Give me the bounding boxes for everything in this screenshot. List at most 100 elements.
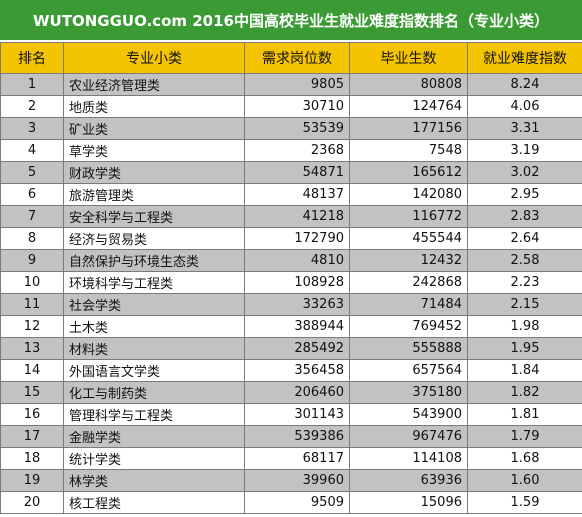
graduates-cell: 555888 [349, 337, 468, 360]
demand-cell: 48137 [244, 183, 350, 206]
table-row: 20 核工程类 9509 15096 1.59 [0, 491, 582, 514]
header-demand: 需求岗位数 [244, 42, 350, 74]
rank-cell: 19 [0, 469, 64, 492]
demand-cell: 30710 [244, 95, 350, 118]
major-cell: 林学类 [63, 469, 245, 492]
table-row: 15 化工与制药类 206460 375180 1.82 [0, 381, 582, 404]
index-cell: 1.81 [467, 403, 582, 426]
major-cell: 自然保护与环境生态类 [63, 249, 245, 272]
graduates-cell: 15096 [349, 491, 468, 514]
table-row: 7 安全科学与工程类 41218 116772 2.83 [0, 205, 582, 228]
header-major: 专业小类 [63, 42, 245, 74]
table-row: 6 旅游管理类 48137 142080 2.95 [0, 183, 582, 206]
graduates-cell: 543900 [349, 403, 468, 426]
demand-cell: 9805 [244, 73, 350, 96]
index-cell: 2.64 [467, 227, 582, 250]
rank-cell: 10 [0, 271, 64, 294]
major-cell: 管理科学与工程类 [63, 403, 245, 426]
index-cell: 1.95 [467, 337, 582, 360]
graduates-cell: 124764 [349, 95, 468, 118]
graduates-cell: 116772 [349, 205, 468, 228]
rank-cell: 15 [0, 381, 64, 404]
graduates-cell: 71484 [349, 293, 468, 316]
table-row: 18 统计学类 68117 114108 1.68 [0, 447, 582, 470]
demand-cell: 301143 [244, 403, 350, 426]
major-cell: 核工程类 [63, 491, 245, 514]
table-row: 10 环境科学与工程类 108928 242868 2.23 [0, 271, 582, 294]
demand-cell: 53539 [244, 117, 350, 140]
demand-cell: 39960 [244, 469, 350, 492]
graduates-cell: 63936 [349, 469, 468, 492]
graduates-cell: 165612 [349, 161, 468, 184]
graduates-cell: 142080 [349, 183, 468, 206]
index-cell: 2.95 [467, 183, 582, 206]
rank-cell: 17 [0, 425, 64, 448]
rank-cell: 14 [0, 359, 64, 382]
ranking-table: 排名 专业小类 需求岗位数 毕业生数 就业难度指数 1 农业经济管理类 9805 80… [0, 42, 582, 514]
major-cell: 安全科学与工程类 [63, 205, 245, 228]
rank-cell: 1 [0, 73, 64, 96]
graduates-cell: 114108 [349, 447, 468, 470]
demand-cell: 172790 [244, 227, 350, 250]
demand-cell: 539386 [244, 425, 350, 448]
index-cell: 1.59 [467, 491, 582, 514]
table-row: 8 经济与贸易类 172790 455544 2.64 [0, 227, 582, 250]
rank-cell: 9 [0, 249, 64, 272]
table-row: 19 林学类 39960 63936 1.60 [0, 469, 582, 492]
table-row: 12 土木类 388944 769452 1.98 [0, 315, 582, 338]
major-cell: 材料类 [63, 337, 245, 360]
table-row: 11 社会学类 33263 71484 2.15 [0, 293, 582, 316]
rank-cell: 2 [0, 95, 64, 118]
header-graduates: 毕业生数 [349, 42, 468, 74]
table-row: 3 矿业类 53539 177156 3.31 [0, 117, 582, 140]
rank-cell: 12 [0, 315, 64, 338]
index-cell: 2.58 [467, 249, 582, 272]
graduates-cell: 177156 [349, 117, 468, 140]
graduates-cell: 12432 [349, 249, 468, 272]
graduates-cell: 80808 [349, 73, 468, 96]
rank-cell: 4 [0, 139, 64, 162]
demand-cell: 33263 [244, 293, 350, 316]
index-cell: 1.79 [467, 425, 582, 448]
page-title: WUTONGGUO.com 2016中国高校毕业生就业难度指数排名（专业小类） [0, 0, 582, 42]
index-cell: 8.24 [467, 73, 582, 96]
index-cell: 3.02 [467, 161, 582, 184]
demand-cell: 206460 [244, 381, 350, 404]
graduates-cell: 769452 [349, 315, 468, 338]
demand-cell: 41218 [244, 205, 350, 228]
demand-cell: 54871 [244, 161, 350, 184]
major-cell: 财政学类 [63, 161, 245, 184]
demand-cell: 356458 [244, 359, 350, 382]
major-cell: 经济与贸易类 [63, 227, 245, 250]
demand-cell: 2368 [244, 139, 350, 162]
demand-cell: 9509 [244, 491, 350, 514]
major-cell: 社会学类 [63, 293, 245, 316]
major-cell: 统计学类 [63, 447, 245, 470]
index-cell: 3.31 [467, 117, 582, 140]
graduates-cell: 7548 [349, 139, 468, 162]
graduates-cell: 375180 [349, 381, 468, 404]
rank-cell: 13 [0, 337, 64, 360]
major-cell: 农业经济管理类 [63, 73, 245, 96]
rank-cell: 3 [0, 117, 64, 140]
rank-cell: 16 [0, 403, 64, 426]
major-cell: 地质类 [63, 95, 245, 118]
demand-cell: 4810 [244, 249, 350, 272]
major-cell: 矿业类 [63, 117, 245, 140]
header-index: 就业难度指数 [467, 42, 582, 74]
graduates-cell: 242868 [349, 271, 468, 294]
index-cell: 3.19 [467, 139, 582, 162]
index-cell: 2.15 [467, 293, 582, 316]
major-cell: 旅游管理类 [63, 183, 245, 206]
table-row: 9 自然保护与环境生态类 4810 12432 2.58 [0, 249, 582, 272]
graduates-cell: 455544 [349, 227, 468, 250]
rank-cell: 8 [0, 227, 64, 250]
table-row: 13 材料类 285492 555888 1.95 [0, 337, 582, 360]
demand-cell: 68117 [244, 447, 350, 470]
header-row: 排名 专业小类 需求岗位数 毕业生数 就业难度指数 [0, 42, 582, 74]
table-body: 1 农业经济管理类 9805 80808 8.24 2 地质类 30710 124764 4.06… [0, 73, 582, 514]
major-cell: 化工与制药类 [63, 381, 245, 404]
table-row: 5 财政学类 54871 165612 3.02 [0, 161, 582, 184]
rank-cell: 5 [0, 161, 64, 184]
